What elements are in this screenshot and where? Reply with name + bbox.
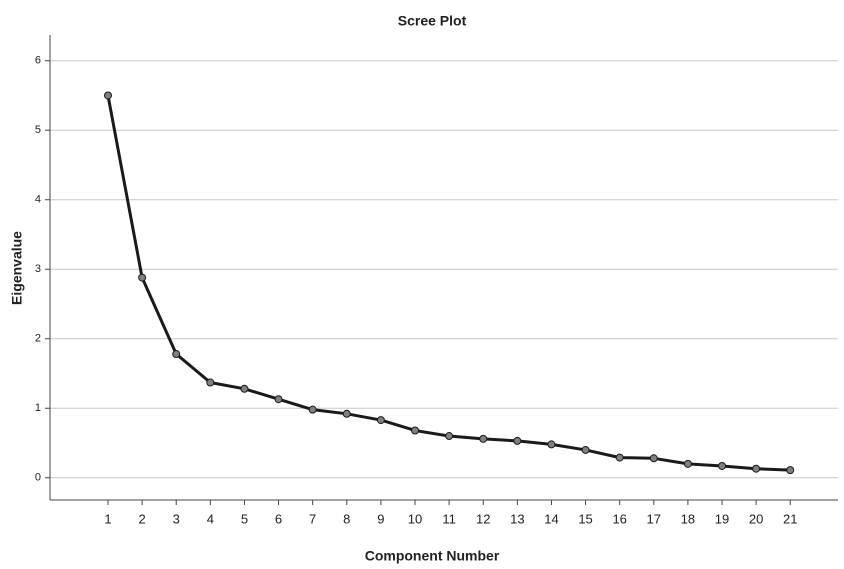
x-tick-label: 8 <box>343 511 350 526</box>
line <box>106 95 791 472</box>
point <box>479 434 488 443</box>
x-tick-label: 21 <box>783 511 797 526</box>
point <box>786 466 795 475</box>
point <box>308 405 317 414</box>
point <box>718 461 727 470</box>
y-tick-label: 0 <box>35 472 41 484</box>
x-tick-label: 17 <box>647 511 661 526</box>
point <box>547 440 556 449</box>
x-tick-label: 10 <box>408 511 422 526</box>
x-tick-label: 11 <box>442 511 456 526</box>
x-tick-label: 16 <box>612 511 626 526</box>
y-tick-label: 4 <box>35 194 41 206</box>
x-tick-label: 14 <box>544 511 558 526</box>
x-tick-label: 9 <box>377 511 384 526</box>
x-tick-label: 6 <box>275 511 282 526</box>
x-tick-label: 19 <box>715 511 729 526</box>
chart-title: Scree Plot <box>398 13 467 29</box>
y-tick-label: 1 <box>35 402 41 414</box>
x-tick-label: 12 <box>476 511 490 526</box>
point <box>649 454 658 463</box>
point <box>581 445 590 454</box>
y-tick-label: 3 <box>35 263 41 275</box>
y-tick-label: 2 <box>35 333 41 345</box>
x-tick-label: 20 <box>749 511 763 526</box>
x-tick-label: 13 <box>510 511 524 526</box>
point <box>683 459 692 468</box>
point <box>138 273 147 282</box>
x-tick-label: 15 <box>578 511 592 526</box>
y-tick-label: 6 <box>35 55 41 67</box>
point <box>206 378 215 387</box>
point <box>172 350 181 359</box>
x-tick-label: 7 <box>309 511 316 526</box>
point <box>615 453 624 462</box>
x-tick-label: 2 <box>138 511 145 526</box>
point <box>445 432 454 441</box>
point <box>103 91 112 100</box>
point <box>342 409 351 418</box>
y-tick-label: 5 <box>35 124 41 136</box>
point <box>240 384 249 393</box>
x-tick-label: 1 <box>104 511 111 526</box>
x-tick-label: 5 <box>241 511 248 526</box>
y-axis-label: Eigenvalue <box>9 231 25 305</box>
point <box>752 464 761 473</box>
x-axis-label: Component Number <box>365 548 500 564</box>
point <box>513 436 522 445</box>
x-tick-label: 4 <box>207 511 214 526</box>
point <box>411 426 420 435</box>
point <box>376 416 385 425</box>
x-tick-label: 18 <box>681 511 695 526</box>
point <box>274 395 283 404</box>
x-tick-label: 3 <box>173 511 180 526</box>
